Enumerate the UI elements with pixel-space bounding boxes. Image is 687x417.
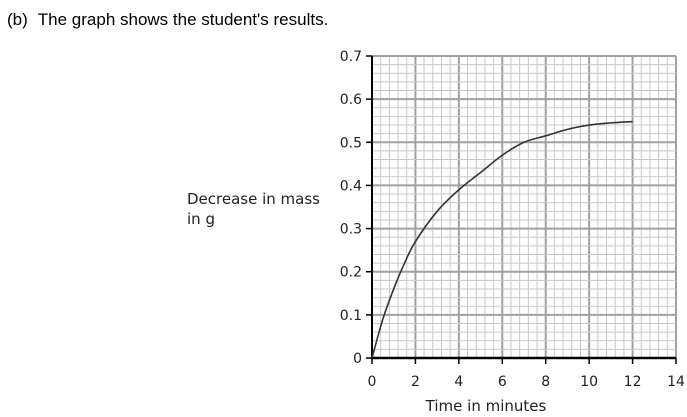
x-axis-title: Time in minutes: [425, 397, 547, 415]
x-tick-label: 0: [368, 374, 377, 390]
x-tick-label: 2: [411, 374, 420, 390]
y-tick-label: 0.5: [340, 135, 362, 151]
y-tick-label: 0.6: [340, 92, 362, 108]
question-part-label: (b): [7, 10, 28, 29]
y-tick-label: 0.1: [340, 308, 362, 324]
x-tick-label: 12: [624, 374, 642, 390]
y-axis-title-line-2: in g: [187, 210, 215, 228]
y-axis-title: Decrease in mass in g: [187, 189, 320, 229]
question-prompt: The graph shows the student's results.: [37, 10, 329, 29]
question-text: (b) The graph shows the student's results…: [7, 10, 328, 30]
x-tick-label: 14: [667, 374, 685, 390]
y-tick-label: 0: [353, 351, 362, 367]
series-line: [371, 120, 633, 359]
y-tick-label: 0.4: [340, 178, 362, 194]
x-tick-label: 8: [541, 374, 550, 390]
y-tick-label: 0.7: [340, 49, 362, 65]
x-tick-label: 10: [580, 374, 598, 390]
y-tick-label: 0.3: [340, 222, 362, 238]
y-axis-title-line-1: Decrease in mass: [187, 190, 320, 208]
x-tick-label: 6: [498, 374, 507, 390]
y-tick-label: 0.2: [340, 265, 362, 281]
x-tick-label: 4: [454, 374, 463, 390]
